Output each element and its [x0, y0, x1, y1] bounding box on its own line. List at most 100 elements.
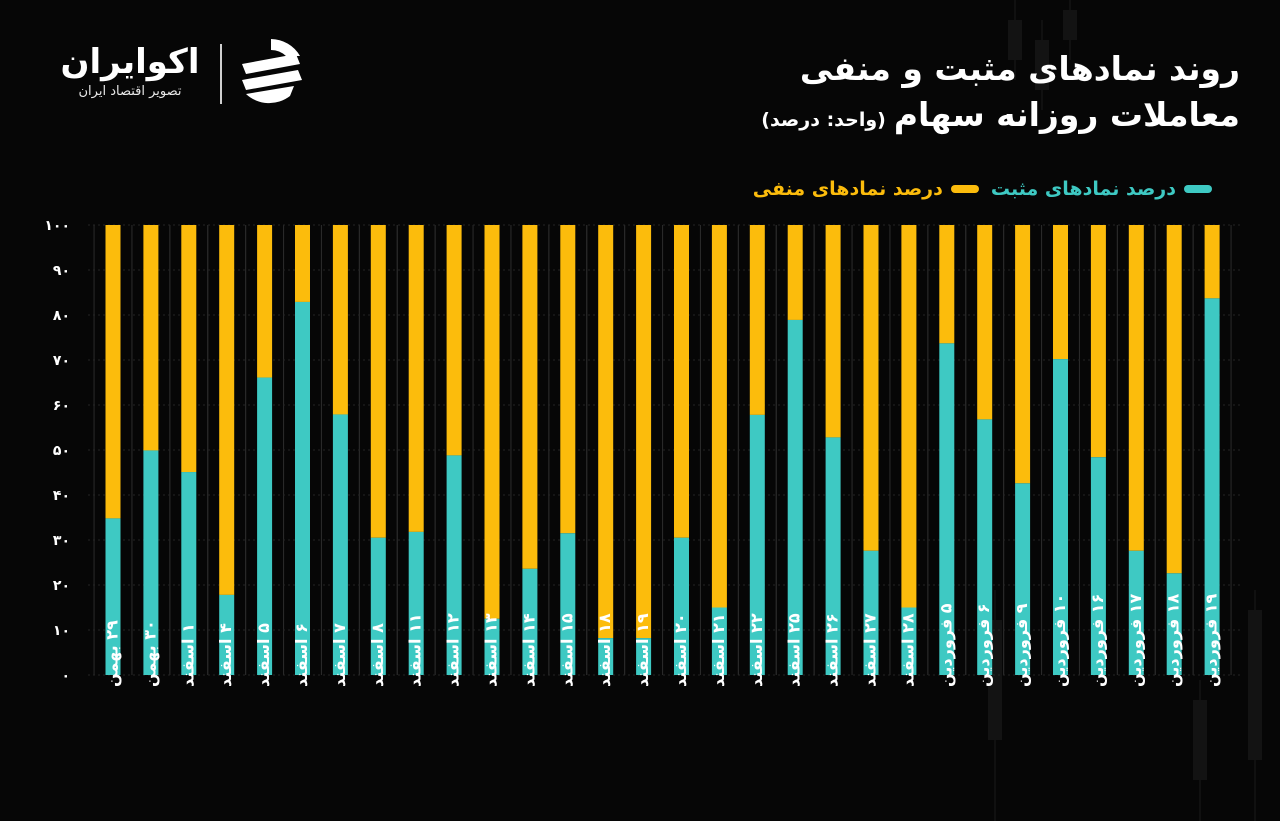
bar-negative — [408, 225, 424, 532]
x-tick-label: ۱۱ اسفند — [406, 613, 425, 687]
x-tick-label: ۶ اسفند — [292, 623, 311, 687]
bar-negative — [787, 225, 803, 320]
x-tick-label: ۴ اسفند — [216, 623, 235, 687]
bar-negative — [1204, 225, 1220, 299]
x-tick-label: ۱ اسفند — [178, 623, 197, 687]
bar-positive — [674, 537, 689, 675]
bar-negative — [105, 225, 121, 519]
y-tick-label: ۹۰ — [53, 263, 70, 279]
x-tick-label: ۱۶ فروردین — [1088, 594, 1107, 687]
logo-name: اکوایران — [60, 42, 200, 82]
y-tick-label: ۵۰ — [53, 443, 70, 459]
x-tick-label: ۱۴ اسفند — [519, 613, 538, 687]
bar-negative — [901, 225, 917, 608]
legend-item-positive: درصد نمادهای مثبت — [991, 178, 1212, 200]
x-tick-label: ۱۹ اسفند — [633, 613, 652, 687]
bar-negative — [446, 225, 462, 456]
x-tick-label: ۲۵ اسفند — [785, 613, 804, 687]
bar-positive — [446, 455, 462, 675]
x-tick-label: ۵ فروردین — [936, 603, 955, 687]
bar-negative — [1128, 225, 1144, 551]
bar-positive — [1053, 359, 1068, 675]
logo-text: اکوایران تصویر اقتصاد ایران — [50, 42, 210, 102]
y-tick-label: ۷۰ — [53, 353, 70, 369]
bar-negative — [1090, 225, 1106, 458]
x-tick-label: ۱۸ فروردین — [1164, 593, 1183, 687]
x-tick-label: ۲۶ اسفند — [823, 613, 842, 687]
bar-negative — [522, 225, 538, 569]
bar-positive — [1204, 298, 1220, 675]
bar-positive — [977, 419, 993, 675]
bar-negative — [711, 225, 727, 608]
bar-positive — [332, 414, 348, 675]
bar-negative — [863, 225, 879, 551]
x-tick-label: ۱۷ فروردین — [1126, 593, 1145, 687]
y-tick-label: ۳۰ — [53, 533, 70, 549]
bar-positive — [1090, 457, 1106, 675]
bar-negative — [674, 225, 689, 538]
x-tick-label: ۲۸ اسفند — [898, 613, 917, 687]
bar-negative — [295, 225, 310, 302]
bar-negative — [1166, 225, 1182, 574]
bar-positive — [939, 343, 955, 675]
bar-negative — [1053, 225, 1068, 360]
bar-negative — [370, 225, 386, 538]
legend-swatch-positive — [1184, 185, 1212, 193]
bar-positive — [484, 618, 500, 675]
bar-negative — [749, 225, 765, 415]
brand-logo: اکوایران تصویر اقتصاد ایران — [50, 36, 310, 112]
y-tick-label: ۰ — [61, 668, 70, 684]
bar-positive — [901, 607, 917, 675]
bar-positive — [598, 638, 614, 675]
title-line-1: روند نمادهای مثبت و منفی — [799, 49, 1240, 88]
bar-negative — [939, 225, 955, 344]
y-axis-tick-labels: ۰ ۱۰ ۲۰ ۳۰ ۴۰ ۵۰ ۶۰ ۷۰ ۸۰ ۹۰ ۱۰۰ — [44, 218, 70, 684]
x-tick-label: ۲۲ اسفند — [747, 613, 766, 687]
bar-positive — [143, 450, 159, 675]
bar-positive — [636, 638, 652, 675]
bar-positive — [1166, 573, 1182, 675]
bar-positive — [295, 301, 310, 675]
x-tick-label: ۸ اسفند — [368, 623, 387, 687]
x-tick-label: ۱۹ فروردین — [1202, 593, 1221, 687]
legend-label-positive: درصد نمادهای مثبت — [990, 178, 1176, 200]
x-tick-label: ۹ فروردین — [1012, 603, 1031, 687]
title-line-2: معاملات روزانه سهام (واحد: درصد) — [761, 92, 1240, 143]
bar-negative — [257, 225, 273, 378]
bar-negative — [181, 225, 197, 473]
bar-positive — [370, 537, 386, 675]
bar-positive — [749, 414, 765, 675]
bar-positive — [105, 518, 121, 675]
bar-positive — [1015, 483, 1031, 675]
y-tick-label: ۶۰ — [53, 398, 70, 414]
bars — [105, 225, 1220, 675]
x-tick-label: ۲۰ اسفند — [671, 613, 690, 687]
gridlines — [88, 224, 1240, 676]
bar-negative — [332, 225, 348, 415]
bar-positive — [219, 594, 235, 675]
bar-negative — [598, 225, 614, 639]
y-tick-label: ۲۰ — [53, 578, 70, 594]
y-tick-label: ۸۰ — [53, 308, 70, 324]
bar-positive — [181, 472, 197, 675]
x-tick-label: ۲۱ اسفند — [709, 613, 728, 687]
bar-positive — [560, 533, 576, 675]
x-tick-label: ۱۰ فروردین — [1050, 594, 1069, 687]
bar-positive — [257, 377, 273, 675]
x-tick-label: ۶ فروردین — [974, 603, 993, 687]
bar-positive — [408, 531, 424, 675]
bar-positive — [522, 568, 538, 675]
bar-positive — [825, 437, 841, 675]
x-tick-label: ۱۳ اسفند — [482, 613, 501, 687]
title-line-2-text: معاملات روزانه سهام — [893, 95, 1240, 134]
legend-label-negative: درصد نمادهای منفی — [752, 178, 943, 200]
bar-positive — [863, 550, 879, 675]
bar-negative — [1015, 225, 1031, 484]
logo-divider — [220, 44, 222, 104]
y-tick-label: ۱۰ — [53, 623, 70, 639]
x-tick-label: ۲۷ اسفند — [861, 613, 880, 687]
bar-negative — [484, 225, 500, 619]
x-tick-label: ۱۵ اسفند — [557, 613, 576, 687]
x-tick-label: ۱۲ اسفند — [444, 613, 463, 687]
